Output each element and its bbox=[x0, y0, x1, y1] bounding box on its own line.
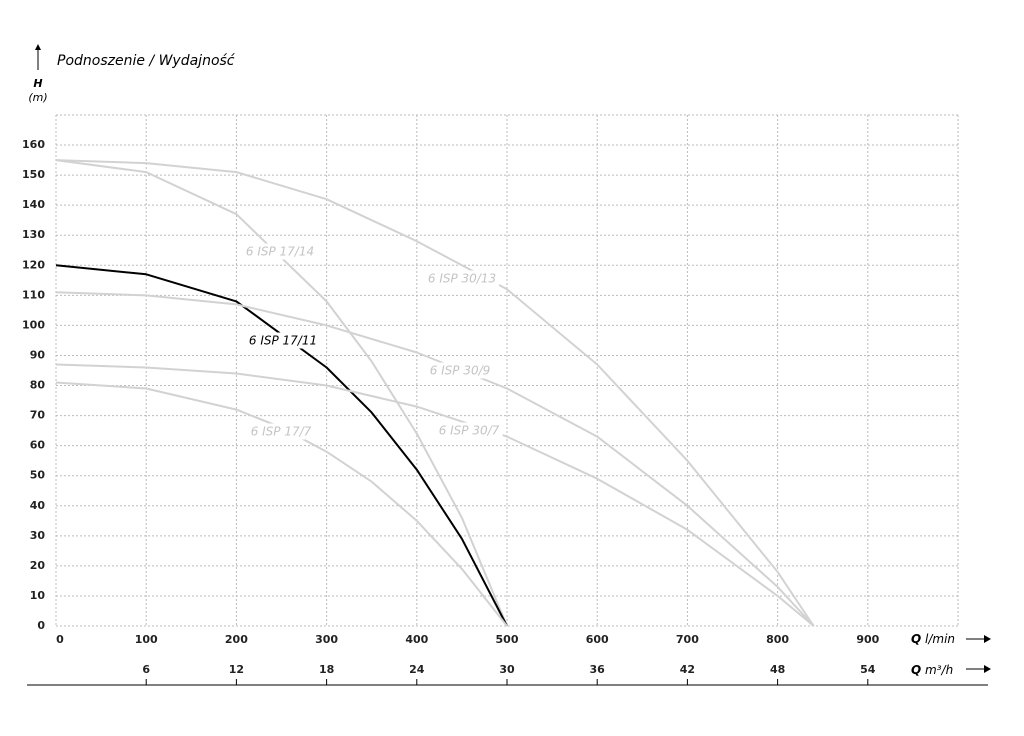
curve-label: 6 ISP 30/7 bbox=[439, 424, 500, 438]
y-tick-label: 140 bbox=[22, 198, 45, 211]
axis-arrow bbox=[35, 44, 41, 50]
y-tick-label: 90 bbox=[30, 348, 46, 361]
x2-tick-label: 54 bbox=[860, 663, 876, 676]
x-tick-label: 700 bbox=[676, 633, 699, 646]
pump-curve bbox=[55, 363, 815, 627]
x-tick-label: 900 bbox=[856, 633, 879, 646]
y-axis-unit: (m) bbox=[28, 91, 47, 104]
x-tick-label: 500 bbox=[496, 633, 519, 646]
curves bbox=[55, 159, 815, 627]
y-tick-label: 100 bbox=[22, 318, 45, 331]
x-tick-label: 0 bbox=[56, 633, 64, 646]
x2-tick-label: 18 bbox=[319, 663, 334, 676]
labels: 6 ISP 17/14 6 ISP 17/11 6 ISP 17/7 6 ISP 30… bbox=[242, 243, 503, 440]
curve-label: 6 ISP 17/7 bbox=[251, 425, 312, 439]
x2-axis-symbol: Q bbox=[911, 663, 921, 677]
y-tick-label: 160 bbox=[22, 138, 45, 151]
y-tick-label: 20 bbox=[30, 559, 46, 572]
label-bg bbox=[245, 332, 321, 349]
pump-curve bbox=[55, 159, 508, 627]
x2-axis-label: Q m³/h bbox=[911, 663, 953, 677]
x2-tick-label: 36 bbox=[590, 663, 606, 676]
y-tick-label: 40 bbox=[30, 499, 46, 512]
y-axis-symbol: H bbox=[33, 77, 42, 90]
y-tick-label: 0 bbox=[37, 619, 45, 632]
x2-tick-label: 24 bbox=[409, 663, 425, 676]
x2-tick-label: 12 bbox=[229, 663, 244, 676]
curve-label: 6 ISP 30/13 bbox=[428, 272, 496, 286]
pump-curve bbox=[55, 264, 508, 627]
x-tick-label: 800 bbox=[766, 633, 789, 646]
y-tick-label: 130 bbox=[22, 228, 45, 241]
label-bg bbox=[426, 362, 494, 379]
y-tick-label: 50 bbox=[30, 469, 46, 482]
x-tick-label: 100 bbox=[135, 633, 158, 646]
x2-tick-label: 48 bbox=[770, 663, 785, 676]
label-bg bbox=[424, 270, 500, 287]
curve-label: 6 ISP 17/11 bbox=[249, 334, 317, 348]
axis-arrow bbox=[984, 635, 991, 643]
y-tick-label: 70 bbox=[30, 409, 46, 422]
y-tick-label: 60 bbox=[30, 439, 46, 452]
pump-curve bbox=[55, 381, 508, 627]
y-tick-label: 30 bbox=[30, 529, 46, 542]
y-tick-label: 150 bbox=[22, 168, 45, 181]
x-axis-label: Q l/min bbox=[911, 632, 955, 646]
y-tick-label: 120 bbox=[22, 258, 45, 271]
x-axis-unit: l/min bbox=[925, 632, 955, 646]
x-axis-symbol: Q bbox=[911, 632, 921, 646]
axis-arrow bbox=[984, 665, 991, 673]
label-bg bbox=[247, 423, 315, 440]
grid: 0102030405060708090100110120130140150160… bbox=[22, 115, 958, 685]
y-tick-label: 10 bbox=[30, 589, 46, 602]
x2-tick-label: 30 bbox=[499, 663, 515, 676]
x2-axis-unit: m³/h bbox=[925, 663, 953, 677]
pump-curve bbox=[55, 159, 815, 627]
x2-tick-label: 6 bbox=[142, 663, 150, 676]
x2-tick-label: 42 bbox=[680, 663, 695, 676]
x-tick-label: 300 bbox=[315, 633, 338, 646]
y-tick-label: 110 bbox=[22, 288, 45, 301]
x-tick-label: 200 bbox=[225, 633, 248, 646]
label-bg bbox=[435, 422, 503, 439]
chart-title: Podnoszenie / Wydajność bbox=[57, 53, 236, 69]
x-tick-label: 400 bbox=[405, 633, 428, 646]
curve-label: 6 ISP 30/9 bbox=[430, 364, 491, 378]
x-tick-label: 600 bbox=[586, 633, 609, 646]
y-tick-label: 80 bbox=[30, 379, 46, 392]
label-bg bbox=[242, 243, 318, 260]
curve-label: 6 ISP 17/14 bbox=[246, 245, 314, 259]
pump-curve bbox=[55, 291, 815, 627]
